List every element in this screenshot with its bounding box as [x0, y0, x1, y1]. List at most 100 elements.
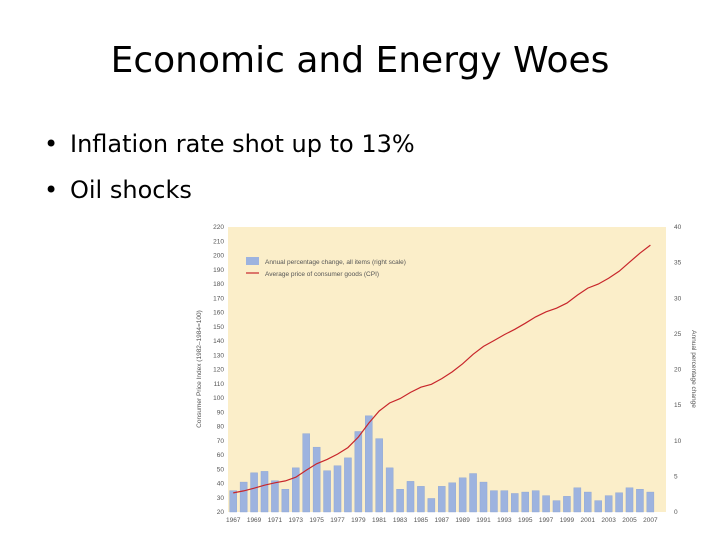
right-axis-label: Annual percentage change — [690, 330, 697, 408]
bullet-item: • Oil shocks — [44, 176, 415, 222]
left-tick-label: 110 — [214, 381, 225, 388]
x-tick-label: 2005 — [622, 517, 637, 524]
x-tick-label: 1989 — [455, 517, 470, 524]
right-tick-label: 10 — [674, 438, 682, 445]
left-tick-label: 150 — [213, 324, 224, 331]
bar-1971 — [271, 480, 279, 513]
x-tick-label: 1985 — [414, 517, 429, 524]
right-tick-label: 30 — [674, 295, 682, 302]
bar-1989 — [458, 477, 467, 513]
x-axis-ticks: 1967 1969 1971 1973 1975 1977 1979 1981 1983 1985… — [226, 517, 658, 524]
bar-1987 — [438, 486, 446, 513]
left-tick-label: 30 — [217, 495, 225, 502]
legend-bar-swatch — [246, 257, 259, 265]
x-tick-label: 1967 — [226, 517, 241, 524]
bar-2005 — [625, 487, 634, 513]
bar-1998 — [552, 500, 561, 513]
cpi-chart: 2030405060708090100110120130140150160170… — [196, 224, 697, 524]
bar-1983 — [396, 489, 404, 513]
plot-background — [228, 227, 666, 512]
bar-2003 — [604, 495, 613, 513]
x-tick-label: 2007 — [643, 517, 658, 524]
bar-1969 — [250, 472, 258, 513]
left-tick-label: 80 — [217, 424, 225, 431]
x-tick-label: 1983 — [393, 517, 408, 524]
left-tick-label: 120 — [213, 367, 224, 374]
right-axis-ticks: 0 5 10 15 20 25 30 35 40 — [674, 224, 682, 516]
left-tick-label: 50 — [217, 466, 225, 473]
bar-1975 — [312, 446, 321, 513]
left-axis-ticks: 20 30 40 50 60 70 80 90 100 110 120 130 140 150 160 170… — [213, 224, 224, 516]
x-tick-label: 1969 — [247, 517, 262, 524]
bar-2004 — [615, 492, 623, 513]
right-tick-label: 20 — [674, 367, 682, 374]
left-tick-label: 130 — [213, 352, 224, 359]
left-tick-label: 200 — [213, 253, 224, 260]
right-tick-label: 25 — [674, 331, 682, 338]
left-tick-label: 210 — [213, 238, 224, 245]
bar-1985 — [417, 486, 425, 513]
bar-1993 — [500, 490, 509, 513]
legend-line-label: Average price of consumer goods (CPI) — [265, 271, 379, 278]
bar-1986 — [427, 498, 436, 513]
bar-1997 — [542, 495, 550, 513]
left-tick-label: 180 — [213, 281, 224, 288]
left-tick-label: 100 — [213, 395, 224, 402]
bar-1974 — [302, 433, 310, 513]
right-tick-label: 40 — [674, 224, 682, 231]
right-tick-label: 35 — [674, 260, 682, 267]
x-tick-label: 2003 — [601, 517, 616, 524]
bar-1994 — [511, 493, 519, 513]
left-tick-label: 160 — [213, 310, 224, 317]
left-tick-label: 220 — [213, 224, 224, 231]
x-tick-label: 1997 — [539, 517, 554, 524]
bullet-dot: • — [44, 130, 59, 158]
bullet-list: • Inflation rate shot up to 13% • Oil sh… — [44, 130, 415, 222]
bar-1982 — [385, 467, 394, 513]
bar-2002 — [594, 500, 602, 513]
bar-2007 — [646, 491, 655, 513]
bar-2006 — [636, 489, 644, 513]
bar-1967 — [229, 490, 237, 513]
left-axis-label: Consumer Price Index (1982–1984=100) — [196, 310, 203, 428]
x-tick-label: 1987 — [435, 517, 450, 524]
left-tick-label: 190 — [213, 267, 224, 274]
left-tick-label: 90 — [217, 409, 225, 416]
cpi-line — [233, 244, 651, 494]
bar-1996 — [531, 490, 540, 513]
bullet-text: Inflation rate shot up to 13% — [70, 130, 415, 158]
bar-1999 — [563, 496, 571, 513]
left-tick-label: 20 — [217, 509, 225, 516]
left-tick-label: 40 — [217, 481, 225, 488]
bar-1990 — [469, 473, 477, 513]
bar-series — [229, 415, 655, 513]
bar-1976 — [323, 470, 331, 513]
x-tick-label: 1975 — [309, 517, 324, 524]
x-tick-label: 1973 — [289, 517, 304, 524]
right-tick-label: 0 — [674, 509, 678, 516]
x-tick-label: 2001 — [581, 517, 596, 524]
left-tick-label: 140 — [213, 338, 224, 345]
x-tick-label: 1991 — [476, 517, 491, 524]
slide-title: Economic and Energy Woes — [110, 40, 610, 81]
bar-1977 — [333, 465, 342, 513]
left-tick-label: 170 — [213, 295, 224, 302]
bar-2000 — [573, 487, 582, 513]
x-tick-label: 1979 — [351, 517, 366, 524]
x-tick-label: 1977 — [330, 517, 345, 524]
bar-1978 — [344, 457, 352, 513]
right-tick-label: 5 — [674, 473, 678, 480]
bar-1968 — [239, 481, 248, 513]
bar-1981 — [375, 438, 383, 513]
x-tick-label: 1981 — [372, 517, 387, 524]
bar-1973 — [292, 467, 300, 513]
bullet-dot: • — [44, 176, 59, 204]
bar-1991 — [479, 481, 488, 513]
bar-1995 — [521, 491, 529, 513]
x-tick-label: 1993 — [497, 517, 512, 524]
bullet-item: • Inflation rate shot up to 13% — [44, 130, 415, 176]
bar-1980 — [365, 415, 373, 513]
left-tick-label: 60 — [217, 452, 225, 459]
x-tick-label: 1995 — [518, 517, 533, 524]
bar-1970 — [260, 471, 269, 513]
